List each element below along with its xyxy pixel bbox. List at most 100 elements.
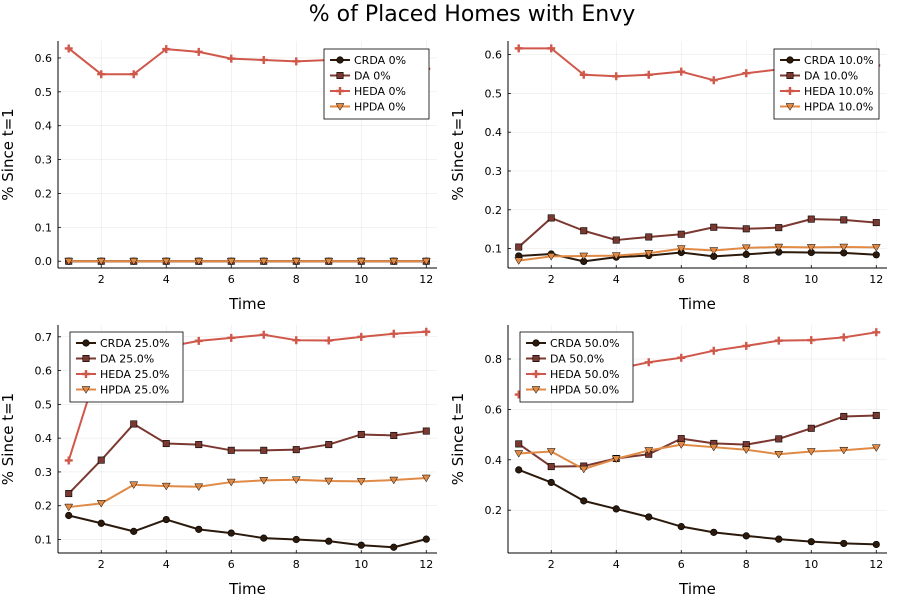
y-tick-label: 0.1	[35, 533, 53, 546]
data-point-hpda	[774, 243, 784, 252]
data-point-da	[357, 430, 365, 438]
data-point-hpda	[64, 257, 74, 266]
data-point-hpda	[356, 257, 366, 266]
legend-item-crda: CRDA 25.0%	[76, 337, 170, 350]
series-da	[515, 214, 880, 251]
legend-marker	[786, 56, 794, 64]
data-point-heda	[227, 333, 236, 342]
data-point-heda	[774, 336, 783, 345]
legend-marker	[82, 370, 90, 378]
y-tick-label: 0.3	[35, 154, 53, 167]
data-point-hpda	[741, 446, 751, 455]
legend-item-crda: CRDA 10.0%	[780, 54, 874, 67]
data-point-hpda	[389, 476, 399, 485]
legend-label: CRDA 10.0%	[804, 54, 874, 67]
data-point-hpda	[291, 476, 301, 484]
legend-label: CRDA 0%	[354, 54, 406, 67]
legend-label: HPDA 25.0%	[100, 384, 169, 397]
x-tick-label: 4	[613, 558, 620, 571]
series-hpda	[514, 243, 881, 265]
data-point-da	[515, 243, 523, 251]
data-point-hpda	[709, 247, 719, 255]
legend-marker	[335, 103, 345, 111]
data-point-crda	[357, 541, 365, 549]
data-point-heda	[292, 336, 301, 345]
x-tick-label: 12	[419, 273, 433, 286]
subplot-1: 2 4 6 8 10 12 0.0 0.1 0.2 0.3 0.4 0.5 0.6 Time % Since…	[0, 41, 437, 313]
data-point-hpda	[389, 257, 399, 266]
x-tick-label: 8	[743, 558, 750, 571]
x-tick-label: 6	[228, 558, 235, 571]
data-point-crda	[130, 527, 138, 535]
y-tick-label: 0.2	[485, 504, 503, 517]
data-point-da	[840, 412, 848, 420]
y-tick-label: 0.6	[485, 403, 503, 416]
x-tick-label: 8	[743, 273, 750, 286]
data-point-heda	[259, 55, 268, 64]
data-point-hpda	[546, 448, 556, 456]
series-hpda	[64, 474, 431, 512]
data-point-heda	[97, 70, 106, 79]
legend-marker	[531, 386, 541, 394]
data-point-hpda	[226, 478, 236, 487]
data-point-crda	[292, 535, 300, 544]
x-tick-label: 10	[354, 558, 368, 571]
data-point-da	[162, 440, 170, 448]
subplot-4: 2 4 6 8 10 12 0.2 0.4 0.6 0.8 Time % Since t=1 CRDA …	[449, 325, 887, 598]
y-tick-label: 0.0	[35, 255, 53, 268]
data-point-hpda	[291, 257, 301, 266]
legend-marker	[336, 56, 344, 64]
data-point-hpda	[676, 441, 686, 449]
series-crda	[515, 466, 880, 549]
legend-marker	[532, 370, 540, 378]
data-point-heda	[742, 341, 751, 350]
data-point-crda	[775, 535, 783, 543]
x-tick-label: 10	[804, 273, 818, 286]
data-point-crda	[645, 513, 653, 521]
x-tick-label: 12	[869, 273, 883, 286]
data-point-hpda	[96, 500, 106, 508]
data-point-da	[872, 219, 880, 227]
y-tick-label: 0.4	[485, 454, 503, 467]
y-tick-label: 0.7	[35, 331, 53, 344]
data-point-heda	[709, 76, 718, 85]
legend-label: CRDA 50.0%	[550, 337, 620, 350]
data-point-heda	[194, 47, 203, 56]
data-point-crda	[612, 505, 620, 513]
y-tick-label: 0.2	[35, 187, 53, 200]
data-point-hpda	[839, 446, 849, 455]
data-point-da	[130, 420, 138, 428]
data-point-da	[742, 225, 750, 233]
series-layer	[514, 44, 881, 266]
legend-item-hpda: HPDA 10.0%	[780, 101, 873, 114]
legend-marker	[532, 354, 540, 362]
x-tick-label: 6	[678, 273, 685, 286]
legend-item-hpda: HPDA 50.0%	[526, 384, 619, 397]
data-point-hpda	[259, 257, 269, 266]
legend-label: DA 25.0%	[100, 353, 154, 366]
y-tick-label: 0.5	[35, 398, 53, 411]
x-tick-label: 10	[354, 273, 368, 286]
data-point-hpda	[194, 257, 204, 266]
data-point-da	[872, 411, 880, 419]
legend-label: DA 0%	[354, 70, 391, 83]
data-point-hpda	[226, 257, 236, 266]
data-point-da	[775, 435, 783, 443]
data-point-hpda	[579, 465, 589, 474]
data-point-hpda	[611, 455, 621, 464]
series-line-hpda	[518, 443, 877, 471]
data-point-heda	[677, 353, 686, 362]
data-point-crda	[325, 537, 333, 545]
data-point-heda	[227, 54, 236, 63]
data-point-da	[677, 435, 685, 443]
data-point-heda	[357, 332, 366, 341]
data-point-hpda	[421, 474, 431, 483]
data-point-heda	[742, 69, 751, 78]
legend-marker	[786, 87, 794, 95]
series-layer	[514, 328, 881, 549]
data-point-crda	[807, 538, 815, 546]
series-line-crda	[518, 251, 877, 263]
legend-item-heda: HEDA 50.0%	[526, 368, 619, 381]
grid-lines	[58, 325, 437, 553]
